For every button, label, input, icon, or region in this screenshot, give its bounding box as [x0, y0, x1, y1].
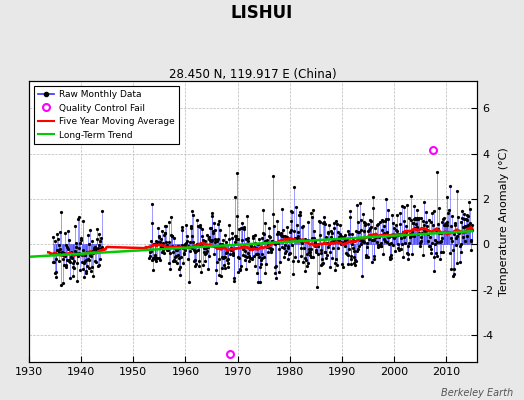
Y-axis label: Temperature Anomaly (°C): Temperature Anomaly (°C)	[499, 147, 509, 296]
Legend: Raw Monthly Data, Quality Control Fail, Five Year Moving Average, Long-Term Tren: Raw Monthly Data, Quality Control Fail, …	[34, 86, 179, 144]
Title: 28.450 N, 119.917 E (China): 28.450 N, 119.917 E (China)	[169, 68, 337, 81]
Text: Berkeley Earth: Berkeley Earth	[441, 388, 514, 398]
Text: LISHUI: LISHUI	[231, 4, 293, 22]
